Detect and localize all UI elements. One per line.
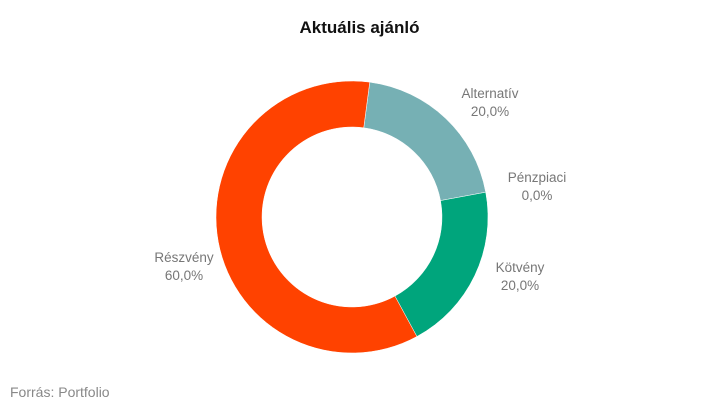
slice-value-label: 20,0%: [501, 278, 539, 293]
chart-title: Aktuális ajánló: [299, 18, 420, 37]
slice-name-label: Részvény: [154, 250, 214, 265]
slice-name-label: Kötvény: [496, 260, 545, 275]
slice-value-label: 20,0%: [471, 104, 509, 119]
slice-value-label: 0,0%: [522, 188, 553, 203]
slice-részvény: [215, 80, 418, 354]
source-note: Forrás: Portfolio: [10, 384, 110, 400]
slice-value-label: 60,0%: [165, 268, 203, 283]
slice-kötvény: [394, 191, 489, 337]
slice-name-label: Pénzpiaci: [508, 170, 567, 185]
slice-name-label: Alternatív: [461, 86, 518, 101]
